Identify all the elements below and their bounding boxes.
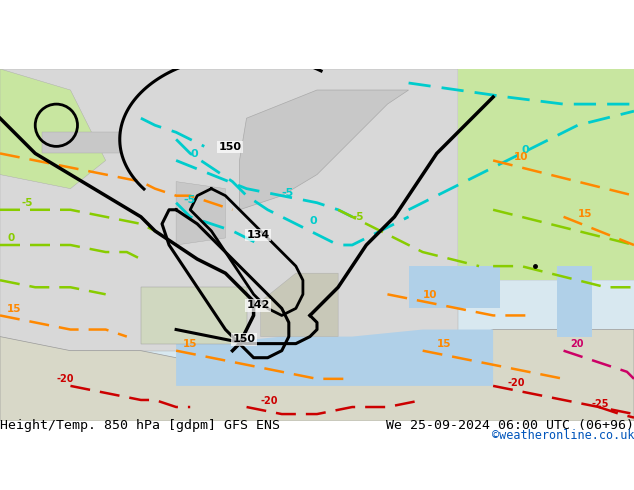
Polygon shape (141, 287, 247, 343)
Polygon shape (0, 330, 634, 421)
Text: 15: 15 (578, 209, 592, 219)
Polygon shape (458, 69, 634, 280)
Text: 10: 10 (423, 290, 437, 300)
Text: -5: -5 (183, 195, 195, 205)
Polygon shape (387, 69, 634, 280)
Polygon shape (408, 266, 500, 308)
Text: 134: 134 (247, 230, 270, 240)
Text: ©weatheronline.co.uk: ©weatheronline.co.uk (491, 429, 634, 442)
Text: We 25-09-2024 06:00 UTC (06+96): We 25-09-2024 06:00 UTC (06+96) (386, 418, 634, 432)
Text: Height/Temp. 850 hPa [gdpm] GFS ENS: Height/Temp. 850 hPa [gdpm] GFS ENS (0, 418, 280, 432)
Text: 142: 142 (247, 300, 270, 310)
Text: 0: 0 (521, 146, 529, 155)
Text: 150: 150 (233, 334, 256, 344)
Text: -20: -20 (507, 378, 525, 388)
Text: 0: 0 (310, 216, 318, 226)
Text: -5: -5 (21, 198, 32, 208)
Text: -5: -5 (353, 212, 364, 222)
Polygon shape (557, 266, 592, 337)
Text: 15: 15 (183, 339, 198, 349)
Text: -5: -5 (281, 188, 294, 197)
Text: -20: -20 (261, 395, 278, 406)
Polygon shape (176, 182, 226, 245)
Polygon shape (42, 132, 120, 153)
Polygon shape (240, 90, 408, 210)
Text: 150: 150 (218, 142, 242, 152)
Text: -25: -25 (592, 399, 609, 409)
Text: 15: 15 (437, 339, 451, 349)
Polygon shape (261, 273, 338, 337)
Text: 10: 10 (514, 152, 529, 163)
Polygon shape (0, 69, 458, 351)
Text: 0: 0 (7, 233, 15, 244)
Text: -20: -20 (56, 374, 74, 384)
Text: 20: 20 (571, 339, 584, 349)
Polygon shape (0, 69, 634, 421)
Polygon shape (176, 330, 493, 386)
Text: 0: 0 (190, 149, 198, 159)
Text: 15: 15 (7, 304, 22, 314)
Polygon shape (0, 69, 106, 189)
